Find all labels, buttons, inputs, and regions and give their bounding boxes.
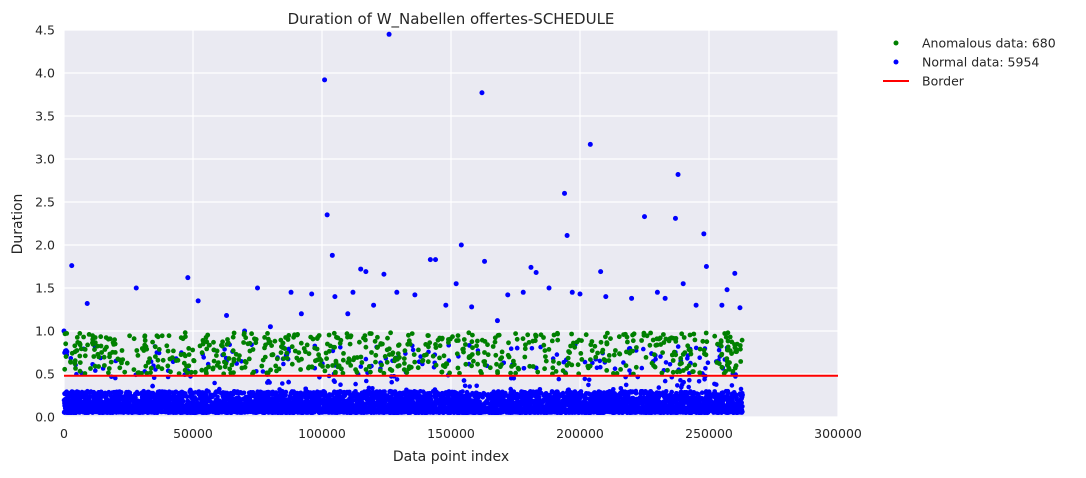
normal-point <box>280 381 285 386</box>
normal-point <box>473 406 478 411</box>
normal-point <box>740 410 745 415</box>
normal-point <box>66 399 71 404</box>
normal-point <box>110 390 115 395</box>
normal-point <box>240 391 245 396</box>
normal-point <box>484 400 489 405</box>
normal-point <box>63 406 68 411</box>
normal-point <box>359 364 364 369</box>
normal-point <box>206 389 211 394</box>
normal-point <box>434 389 439 394</box>
normal-point <box>135 391 140 396</box>
normal-point <box>119 390 124 395</box>
normal-point <box>658 354 663 359</box>
normal-point <box>88 394 93 399</box>
normal-point <box>664 360 669 365</box>
normal-point <box>583 377 588 382</box>
normal-point <box>624 383 629 388</box>
normal-point <box>627 368 632 373</box>
normal-point <box>281 362 286 367</box>
normal-point <box>675 383 680 388</box>
normal-point <box>285 410 290 415</box>
normal-point <box>246 395 251 400</box>
normal-point <box>587 378 592 383</box>
normal-point <box>75 389 80 394</box>
normal-point <box>555 352 560 357</box>
normal-point <box>730 383 735 388</box>
normal-point <box>739 387 744 392</box>
normal-point <box>583 393 588 398</box>
normal-point <box>86 390 91 395</box>
normal-point <box>605 390 610 395</box>
normal-point <box>640 366 645 371</box>
normal-point <box>338 382 343 387</box>
normal-point <box>353 382 358 387</box>
normal-point <box>641 347 646 352</box>
normal-point <box>697 379 702 384</box>
normal-point <box>188 388 193 393</box>
normal-point <box>364 379 369 384</box>
normal-point <box>266 379 271 384</box>
normal-point <box>557 377 562 382</box>
normal-point <box>697 355 702 360</box>
normal-point <box>663 379 668 384</box>
normal-point <box>687 378 692 383</box>
normal-point <box>669 390 674 395</box>
normal-point <box>509 346 514 351</box>
normal-point <box>364 357 369 362</box>
normal-point <box>703 366 708 371</box>
normal-point <box>688 389 693 394</box>
normal-point <box>538 387 543 392</box>
normal-point <box>676 344 681 349</box>
normal-point <box>664 389 669 394</box>
normal-point <box>657 385 662 390</box>
normal-point <box>463 384 468 389</box>
normal-point <box>389 380 394 385</box>
normal-point <box>647 402 652 407</box>
normal-point <box>734 397 739 402</box>
normal-point <box>421 389 426 394</box>
normal-point <box>467 384 472 389</box>
normal-point <box>212 381 217 386</box>
normal-point <box>464 394 469 399</box>
normal-point <box>598 359 603 364</box>
normal-point <box>367 386 372 391</box>
normal-point <box>706 360 711 365</box>
normal-point <box>598 365 603 370</box>
normal-point <box>411 348 416 353</box>
normal-point <box>668 362 673 367</box>
normal-point <box>543 392 548 397</box>
normal-point <box>93 368 98 373</box>
normal-point <box>613 366 618 371</box>
normal-point <box>685 356 690 361</box>
normal-point <box>586 383 591 388</box>
normal-point <box>542 399 547 404</box>
normal-point <box>530 346 535 351</box>
normal-point <box>686 385 691 390</box>
